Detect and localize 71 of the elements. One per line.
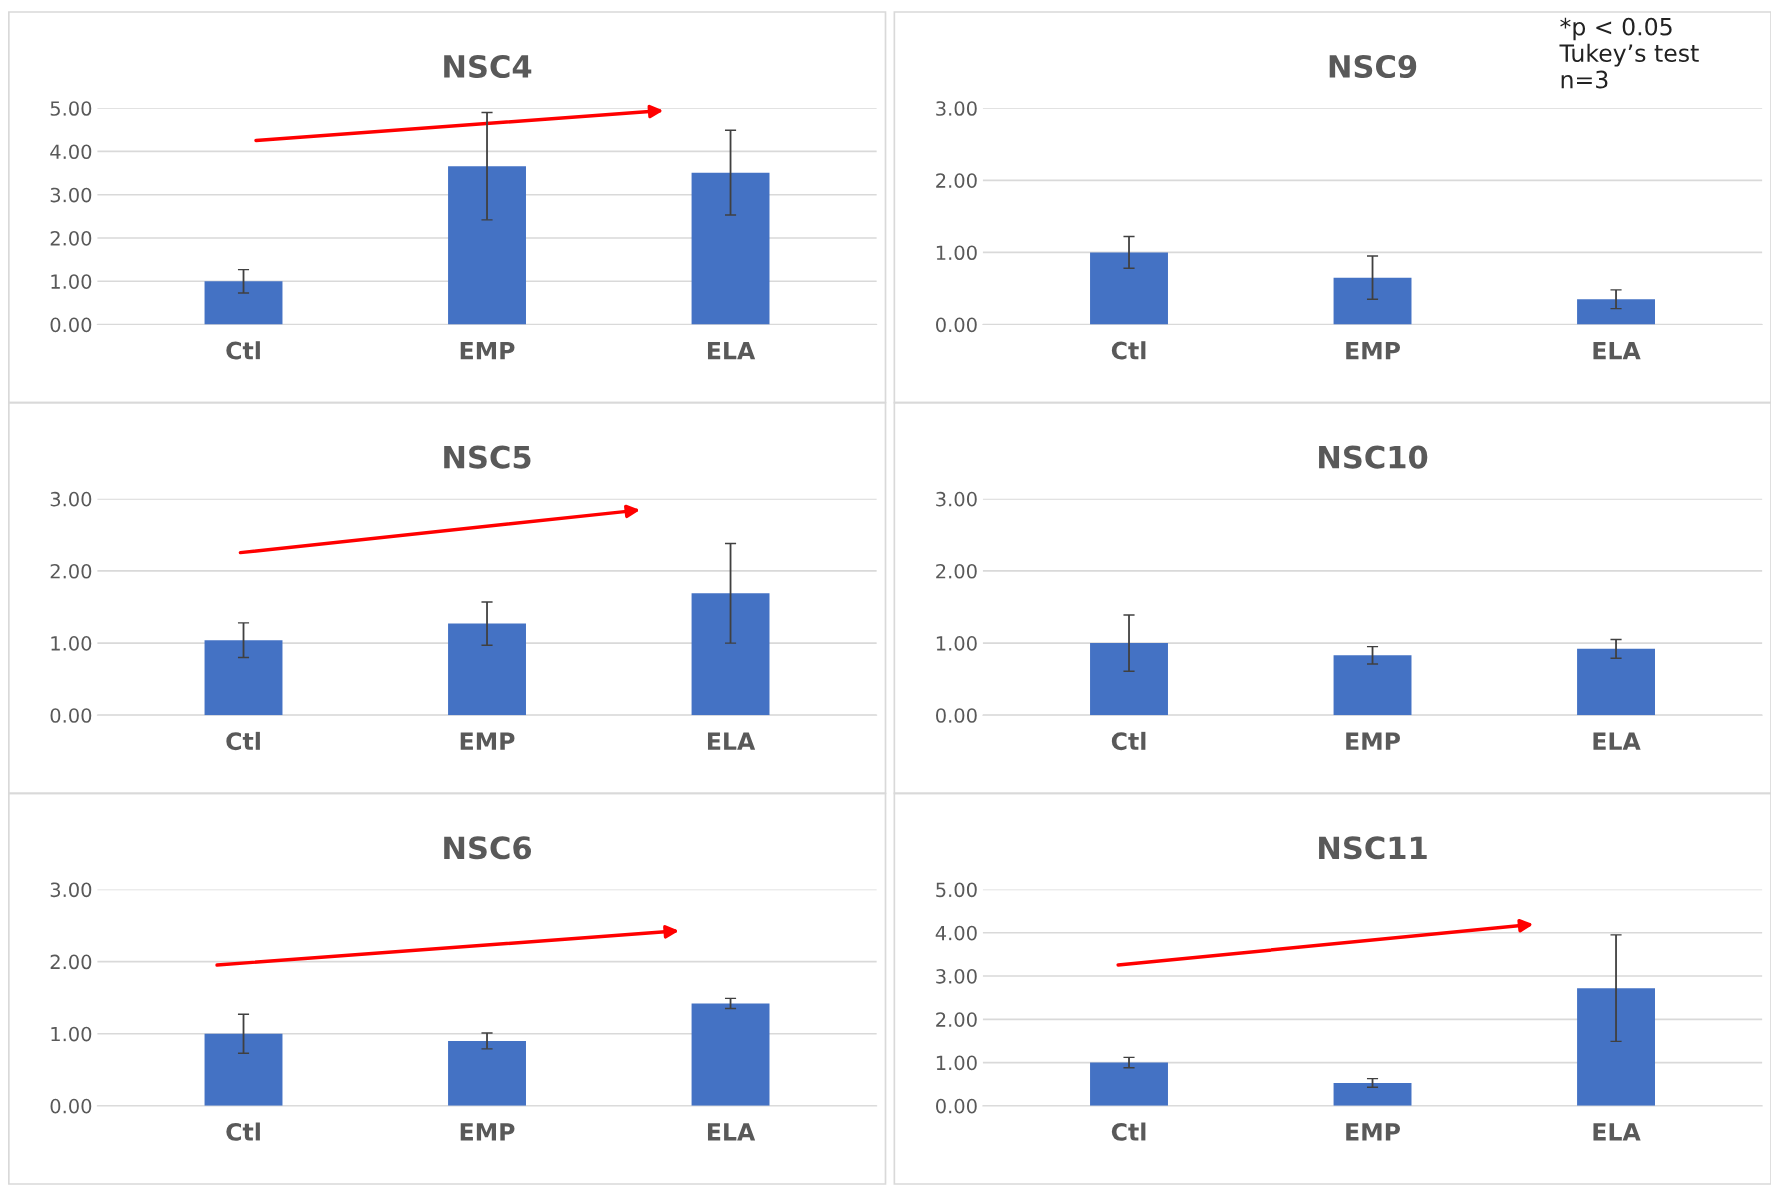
- y-tick-label: 1.00: [936, 1055, 977, 1071]
- chart-title: NSC5: [444, 445, 531, 469]
- bar: [1090, 252, 1168, 325]
- y-tick-label: 2.00: [936, 563, 977, 579]
- bar: [691, 593, 770, 716]
- bar: [691, 1003, 770, 1106]
- y-tick-label: 1.00: [51, 274, 92, 289]
- y-tick-label: 0.00: [50, 708, 92, 723]
- bar: [1577, 648, 1655, 716]
- bar: [204, 281, 283, 325]
- y-tick-label: 5.00: [50, 101, 92, 116]
- x-tick-label: ELA: [707, 732, 756, 750]
- y-tick-label: 3.00: [50, 187, 92, 203]
- y-tick-label: 0.00: [936, 317, 977, 333]
- x-tick-label: Ctl: [1111, 1122, 1146, 1141]
- y-tick-label: 1.00: [51, 636, 92, 651]
- y-tick-label: 5.00: [936, 882, 977, 898]
- text: *p < 0.05 Tukey’s test n=3: [1559, 17, 1699, 89]
- x-tick-label: EMP: [1346, 1123, 1401, 1141]
- x-tick-label: EMP: [460, 341, 515, 360]
- x-tick-label: EMP: [460, 1123, 515, 1141]
- bar: [448, 1040, 526, 1106]
- bar: [1333, 655, 1412, 716]
- y-tick-label: 0.00: [50, 317, 92, 333]
- bar: [1333, 277, 1412, 325]
- x-tick-label: ELA: [707, 1123, 756, 1141]
- y-tick-label: 1.00: [936, 636, 977, 651]
- y-tick-label: 3.00: [50, 491, 92, 507]
- chart-title: NSC11: [1319, 836, 1427, 860]
- bar: [1090, 1062, 1168, 1106]
- chart-title: NSC6: [444, 836, 532, 860]
- bar: [448, 623, 526, 716]
- y-tick-label: 1.00: [936, 245, 977, 261]
- x-tick-label: Ctl: [1111, 341, 1146, 360]
- y-tick-label: 3.00: [936, 491, 977, 507]
- x-tick-label: Ctl: [1111, 731, 1146, 751]
- x-tick-label: ELA: [1593, 341, 1641, 360]
- bar: [1333, 1082, 1412, 1106]
- y-tick-label: 4.00: [935, 925, 977, 941]
- bar: [1577, 299, 1655, 325]
- bar: [448, 166, 526, 325]
- y-tick-label: 0.00: [936, 708, 977, 723]
- x-tick-label: EMP: [460, 732, 515, 750]
- y-tick-label: 2.00: [50, 230, 92, 246]
- x-tick-label: Ctl: [226, 1122, 260, 1141]
- bar: [204, 1033, 283, 1106]
- y-tick-label: 3.00: [936, 101, 977, 116]
- y-tick-label: 1.00: [51, 1026, 92, 1042]
- y-tick-label: 3.00: [50, 882, 92, 898]
- y-tick-label: 2.00: [936, 1012, 977, 1027]
- x-tick-label: ELA: [1593, 1123, 1641, 1141]
- chart-title: NSC9: [1329, 54, 1417, 79]
- chart-title: NSC4: [444, 54, 532, 79]
- bar: [1577, 988, 1655, 1106]
- bar: [1090, 643, 1168, 716]
- x-tick-label: Ctl: [226, 341, 260, 360]
- y-tick-label: 0.00: [936, 1098, 977, 1114]
- chart-title: NSC10: [1319, 445, 1428, 469]
- x-tick-label: EMP: [1346, 341, 1401, 360]
- y-tick-label: 0.00: [50, 1098, 92, 1114]
- y-tick-label: 2.00: [50, 563, 92, 579]
- y-tick-label: 3.00: [936, 968, 977, 984]
- x-tick-label: ELA: [707, 341, 756, 360]
- bar: [691, 172, 770, 325]
- y-tick-label: 2.00: [50, 954, 92, 970]
- y-tick-label: 4.00: [50, 144, 92, 160]
- x-tick-label: EMP: [1346, 732, 1401, 750]
- bar: [204, 640, 283, 716]
- x-tick-label: ELA: [1593, 732, 1641, 750]
- x-tick-label: Ctl: [226, 731, 260, 751]
- y-tick-label: 2.00: [936, 173, 977, 188]
